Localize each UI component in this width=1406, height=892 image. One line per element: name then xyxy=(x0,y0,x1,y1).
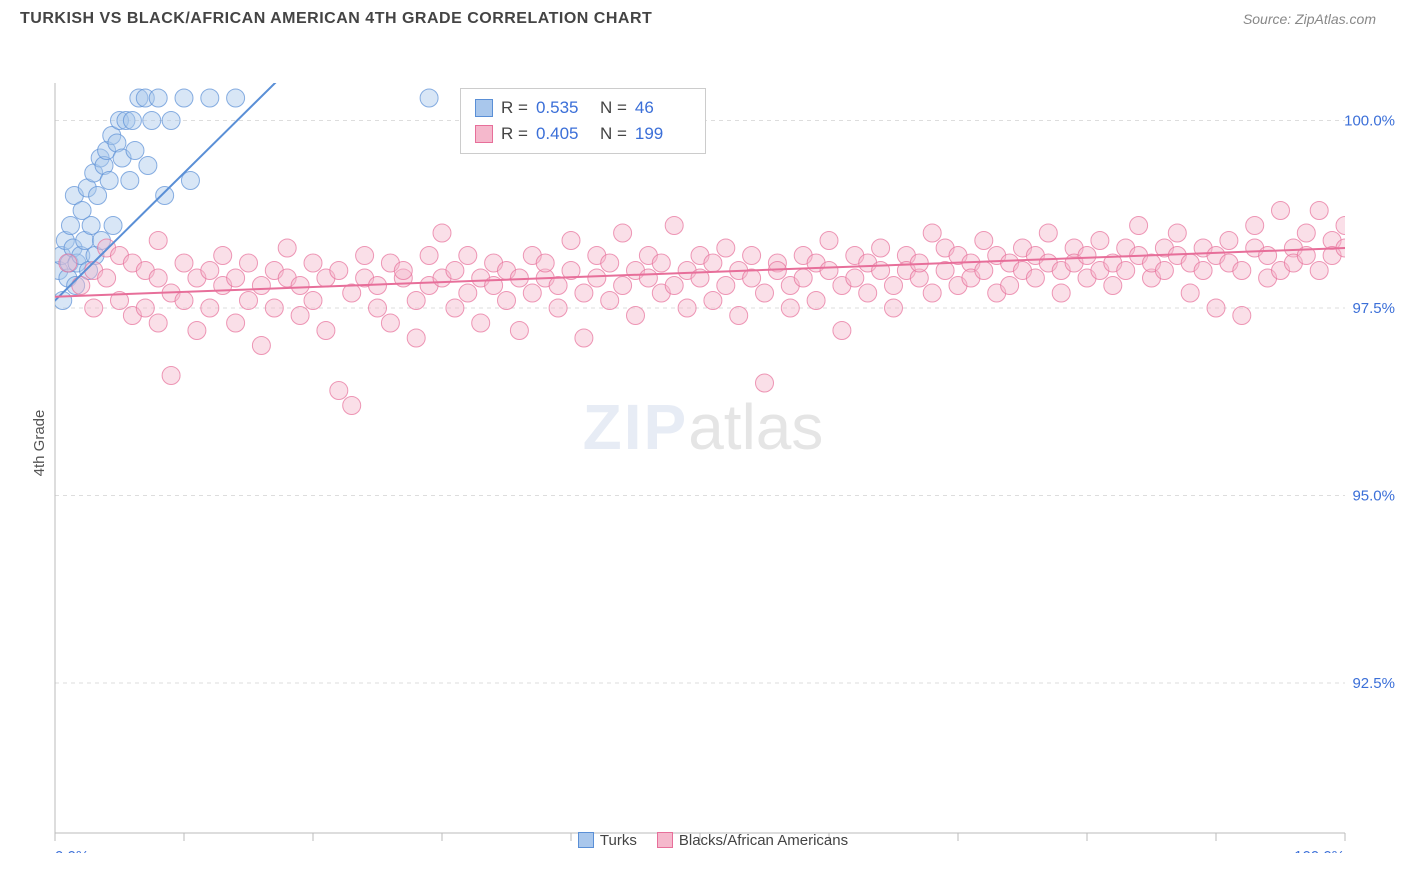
series-legend-bottom: Turks Blacks/African Americans xyxy=(0,832,1406,849)
legend-swatch xyxy=(578,832,594,848)
svg-text:100.0%: 100.0% xyxy=(1344,113,1395,130)
legend-n-value: 46 xyxy=(635,95,691,121)
svg-text:95.0%: 95.0% xyxy=(1352,488,1395,505)
legend-row: R = 0.535 N = 46 xyxy=(475,95,691,121)
legend-swatch xyxy=(475,125,493,143)
legend-r-value: 0.535 xyxy=(536,95,592,121)
correlation-legend-box: R = 0.535 N = 46 R = 0.405 N = 199 xyxy=(460,88,706,154)
chart-area: 4th Grade 92.5%95.0%97.5%100.0%0.0%100.0… xyxy=(0,33,1406,853)
legend-series-label: Blacks/African Americans xyxy=(679,832,848,849)
legend-r-value: 0.405 xyxy=(536,121,592,147)
legend-series-label: Turks xyxy=(600,832,637,849)
legend-swatch xyxy=(475,99,493,117)
svg-text:92.5%: 92.5% xyxy=(1352,675,1395,692)
scatter-chart-svg: 92.5%95.0%97.5%100.0%0.0%100.0% xyxy=(0,33,1406,853)
legend-r-label: R = xyxy=(501,95,528,121)
legend-n-value: 199 xyxy=(635,121,691,147)
legend-row: R = 0.405 N = 199 xyxy=(475,121,691,147)
legend-n-label: N = xyxy=(600,121,627,147)
legend-swatch xyxy=(657,832,673,848)
chart-title: TURKISH VS BLACK/AFRICAN AMERICAN 4TH GR… xyxy=(20,10,652,28)
svg-text:97.5%: 97.5% xyxy=(1352,300,1395,317)
legend-n-label: N = xyxy=(600,95,627,121)
chart-header: TURKISH VS BLACK/AFRICAN AMERICAN 4TH GR… xyxy=(0,0,1406,33)
chart-source: Source: ZipAtlas.com xyxy=(1243,11,1376,27)
legend-r-label: R = xyxy=(501,121,528,147)
y-axis-label: 4th Grade xyxy=(31,410,48,477)
